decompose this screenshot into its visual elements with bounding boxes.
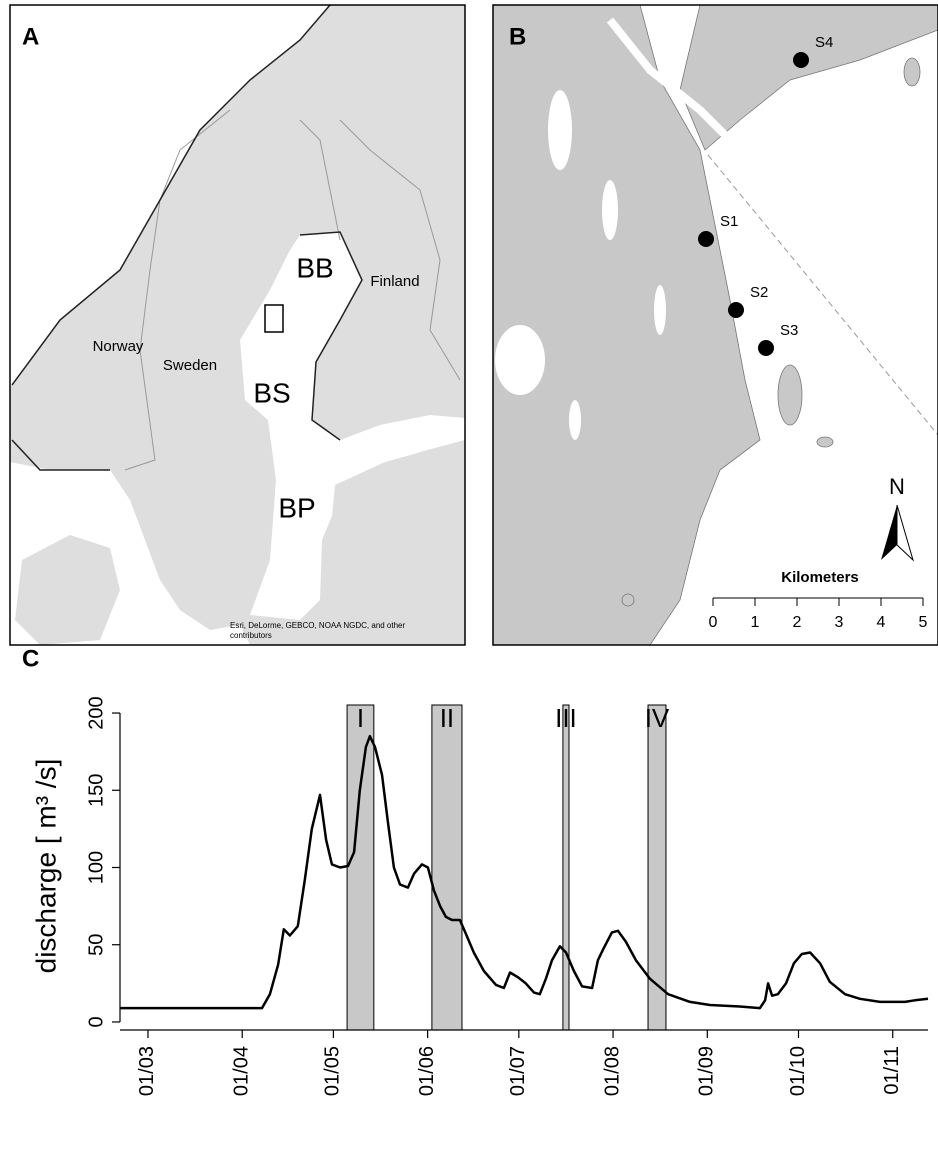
line-series bbox=[120, 736, 928, 1008]
x-tick-label: 01/09 bbox=[696, 1046, 718, 1096]
map-label: BS bbox=[253, 377, 290, 408]
period-band bbox=[563, 705, 569, 1030]
map-b: B N Kilometers bbox=[493, 5, 938, 645]
lake bbox=[654, 285, 666, 335]
island bbox=[622, 594, 634, 606]
period-label: II bbox=[440, 703, 454, 733]
x-tick-label: 01/08 bbox=[601, 1046, 623, 1096]
y-tick-label: 0 bbox=[85, 1016, 107, 1027]
x-tick-label: 01/04 bbox=[230, 1046, 252, 1096]
station bbox=[793, 52, 809, 68]
station bbox=[728, 302, 744, 318]
period-band bbox=[648, 705, 666, 1030]
scale-tick-label: 1 bbox=[751, 614, 760, 631]
x-tick-label: 01/07 bbox=[507, 1046, 529, 1096]
period-label: III bbox=[555, 703, 577, 733]
station-label: S3 bbox=[780, 322, 798, 339]
period-band bbox=[347, 705, 374, 1030]
figure: A Esri, DeLorme, GEBCO, NOAA NGDC, and o… bbox=[0, 0, 938, 1175]
scale-title: Kilometers bbox=[781, 569, 859, 586]
x-tick-label: 01/11 bbox=[881, 1046, 903, 1095]
scale-tick-label: 2 bbox=[793, 614, 802, 631]
y-tick-label: 200 bbox=[85, 696, 107, 729]
y-tick-label: 150 bbox=[85, 774, 107, 807]
island bbox=[817, 437, 833, 447]
north-label: N bbox=[889, 474, 905, 499]
panel-label: B bbox=[509, 23, 526, 50]
lake bbox=[495, 325, 545, 395]
attribution: Esri, DeLorme, GEBCO, NOAA NGDC, and oth… bbox=[230, 621, 406, 630]
island bbox=[778, 365, 802, 425]
station bbox=[698, 231, 714, 247]
period-label: IV bbox=[645, 703, 670, 733]
map-label: BP bbox=[278, 492, 315, 523]
scale-tick-label: 4 bbox=[877, 614, 886, 631]
map-label: Finland bbox=[370, 273, 419, 290]
map-label: Sweden bbox=[163, 357, 217, 374]
scale-tick-label: 0 bbox=[709, 614, 718, 631]
station-label: S2 bbox=[750, 284, 768, 301]
scale-tick-label: 5 bbox=[919, 614, 928, 631]
map-a: A Esri, DeLorme, GEBCO, NOAA NGDC, and o… bbox=[10, 5, 465, 645]
y-tick-label: 100 bbox=[85, 851, 107, 884]
y-tick-label: 50 bbox=[85, 934, 107, 956]
lake bbox=[569, 400, 581, 440]
y-axis-label: discharge [ m³ /s] bbox=[30, 759, 61, 974]
map-label: Norway bbox=[93, 338, 144, 355]
island bbox=[904, 58, 920, 86]
page: A Esri, DeLorme, GEBCO, NOAA NGDC, and o… bbox=[0, 0, 938, 1175]
x-tick-label: 01/05 bbox=[322, 1046, 344, 1096]
x-tick-label: 01/10 bbox=[787, 1046, 809, 1096]
panel-label: C bbox=[22, 645, 39, 672]
map-label: BB bbox=[296, 252, 333, 283]
period-band bbox=[432, 705, 462, 1030]
scale-tick-label: 3 bbox=[835, 614, 844, 631]
panel-label: A bbox=[22, 23, 39, 50]
lake bbox=[548, 90, 572, 170]
lake bbox=[602, 180, 618, 240]
x-tick-label: 01/06 bbox=[416, 1046, 438, 1096]
station bbox=[758, 340, 774, 356]
station-label: S4 bbox=[815, 34, 833, 51]
attribution: contributors bbox=[230, 631, 272, 640]
x-tick-label: 01/03 bbox=[136, 1046, 158, 1096]
station-label: S1 bbox=[720, 213, 738, 230]
period-label: I bbox=[357, 703, 364, 733]
